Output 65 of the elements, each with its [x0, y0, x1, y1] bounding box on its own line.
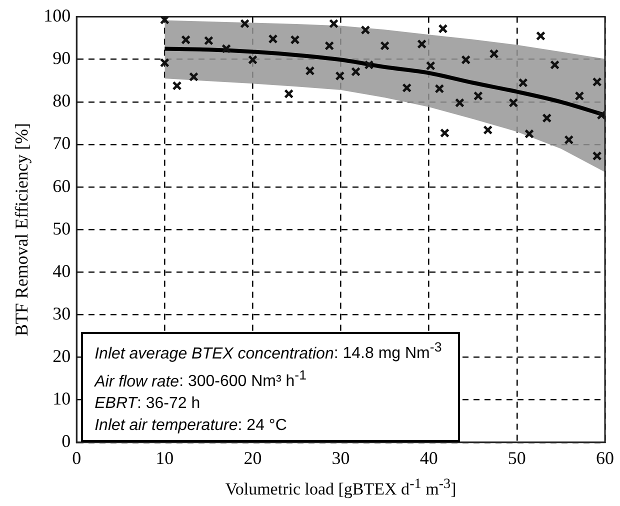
point [438, 24, 448, 34]
y-tick-label: 30 [52, 303, 71, 324]
point [350, 66, 361, 76]
x-tick-label: 60 [596, 448, 614, 468]
point [536, 31, 546, 41]
y-tick-label: 10 [52, 388, 71, 409]
point [364, 60, 374, 70]
point [564, 135, 574, 145]
point [473, 91, 483, 101]
point [596, 110, 605, 120]
point [188, 72, 199, 82]
point [172, 80, 182, 91]
x-tick-label: 10 [156, 448, 174, 468]
point [248, 55, 258, 65]
point [181, 34, 191, 45]
x-tick-label: 50 [508, 448, 526, 468]
y-tick-label: 80 [52, 90, 71, 111]
point [290, 34, 300, 45]
y-axis-title: BTF Removal Efficiency [%] [12, 123, 32, 336]
point [426, 60, 436, 71]
point [284, 89, 294, 99]
annotation: EBRT: 36-72 h [94, 395, 200, 412]
x-tick-label: 40 [420, 448, 438, 468]
point [360, 25, 370, 35]
y-tick-label: 90 [52, 48, 71, 68]
point [483, 125, 493, 135]
point [380, 40, 390, 51]
y-tick-label: 40 [52, 260, 71, 281]
point [324, 40, 334, 51]
y-tick-label: 50 [52, 218, 71, 238]
point [240, 18, 250, 28]
y-tick-label: 100 [44, 6, 71, 26]
point [592, 151, 602, 161]
x-tick-label: 20 [244, 448, 262, 468]
point [417, 39, 427, 49]
point [550, 60, 560, 70]
y-tick-label: 20 [52, 346, 71, 366]
annotation: Inlet average BTEX concentration: 14.8 mg Nm$^{-3}$ [94, 340, 442, 362]
point [305, 66, 315, 76]
point [434, 84, 444, 94]
point [440, 128, 450, 138]
point [574, 91, 584, 101]
point [402, 83, 412, 93]
y-tick-label: 70 [52, 133, 71, 154]
point [489, 49, 499, 59]
annotation: Inlet air temperature: 24 °C [94, 417, 287, 434]
point [518, 78, 528, 88]
point [508, 98, 518, 108]
x-tick-label: 30 [332, 448, 350, 468]
point [204, 36, 214, 46]
y-tick-label: 0 [62, 431, 71, 452]
point [542, 113, 552, 123]
point [268, 34, 278, 44]
x-axis-title: Volumetric load [gBTEX d$^{-1}$ m$^{-3}$] [224, 476, 458, 500]
annotation: Air flow rate: 300-600 Nm³ h$^{-1}$ [94, 368, 307, 390]
point [454, 98, 464, 108]
point [335, 71, 345, 81]
point [328, 18, 339, 28]
point [461, 55, 471, 65]
point [160, 58, 170, 68]
point [160, 16, 170, 25]
point [222, 44, 232, 54]
y-tick-label: 60 [52, 176, 71, 196]
point [592, 77, 602, 87]
point [524, 129, 534, 139]
